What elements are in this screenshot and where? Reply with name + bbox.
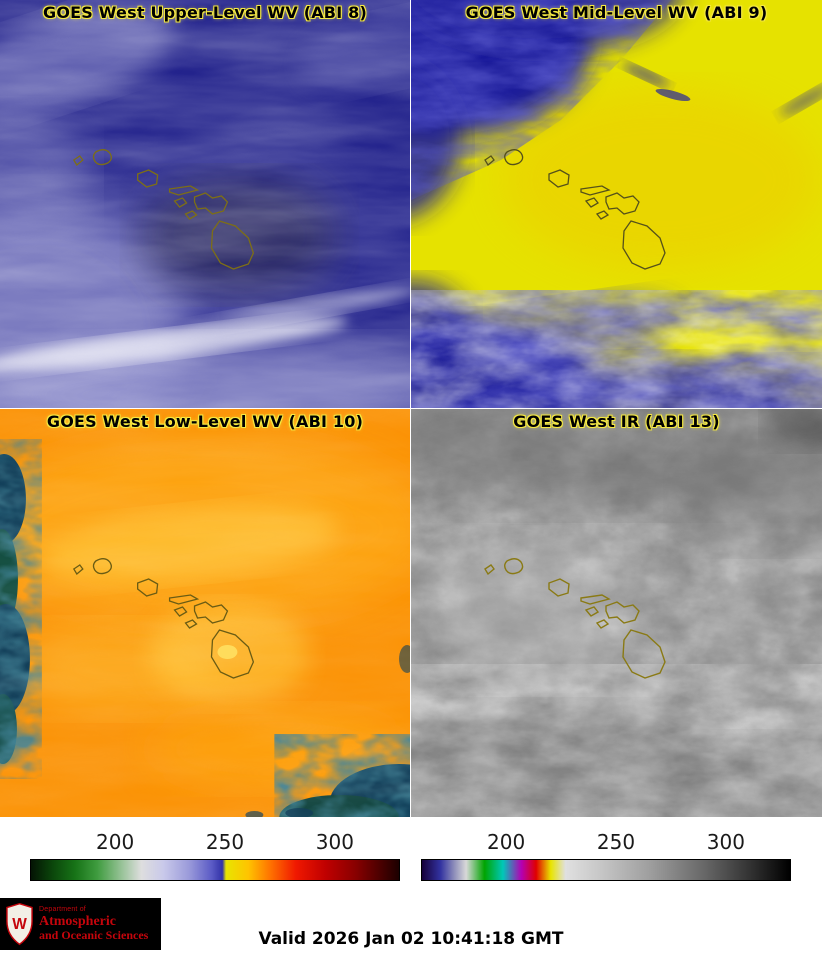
- footer: W Department of Atmospheric and Oceanic …: [0, 898, 822, 954]
- colorbar-tick-300: 300: [315, 830, 354, 854]
- panel-abi13: GOES West IR (ABI 13): [411, 409, 822, 817]
- logo-text: Department of Atmospheric and Oceanic Sc…: [39, 906, 148, 942]
- colorbar-tick-200: 200: [96, 830, 135, 854]
- colorbar-wv: 200 250 300: [30, 830, 400, 881]
- logo-department-of: Department of: [39, 905, 86, 913]
- panel-abi10: GOES West Low-Level WV (ABI 10): [0, 409, 410, 817]
- satellite-image-upper-wv: [0, 0, 410, 408]
- colorbar-ir: 200 250 300: [421, 830, 791, 881]
- satellite-image-ir: [411, 409, 822, 817]
- satellite-image-low-wv: [0, 409, 410, 817]
- colorbar-tick-250: 250: [596, 830, 636, 854]
- colorbar-wv-gradient: [30, 859, 400, 881]
- colorbar-tick-200: 200: [487, 830, 526, 854]
- satellite-panel-grid: GOES West Upper-Level WV (ABI 8): [0, 0, 822, 817]
- valid-time-label: Valid 2026 Jan 02 10:41:18 GMT: [258, 929, 564, 949]
- satellite-image-mid-wv: [411, 0, 822, 408]
- colorbar-ir-ticks: 200 250 300: [421, 830, 791, 856]
- panel-abi8: GOES West Upper-Level WV (ABI 8): [0, 0, 410, 408]
- uw-aos-logo: W Department of Atmospheric and Oceanic …: [0, 898, 161, 950]
- crest-letter: W: [12, 916, 27, 933]
- colorbar-wv-ticks: 200 250 300: [30, 830, 400, 856]
- colorbar-ir-gradient: [421, 859, 791, 881]
- colorbar-tick-300: 300: [706, 830, 745, 854]
- logo-oceanic-sciences: and Oceanic Sciences: [39, 927, 149, 942]
- colorbar-row: 200 250 300 200 250 300: [0, 818, 822, 898]
- uw-crest-icon: W: [6, 902, 33, 946]
- logo-atmospheric: Atmospheric: [39, 913, 116, 929]
- panel-abi9: GOES West Mid-Level WV (ABI 9): [411, 0, 822, 408]
- colorbar-tick-250: 250: [205, 830, 245, 854]
